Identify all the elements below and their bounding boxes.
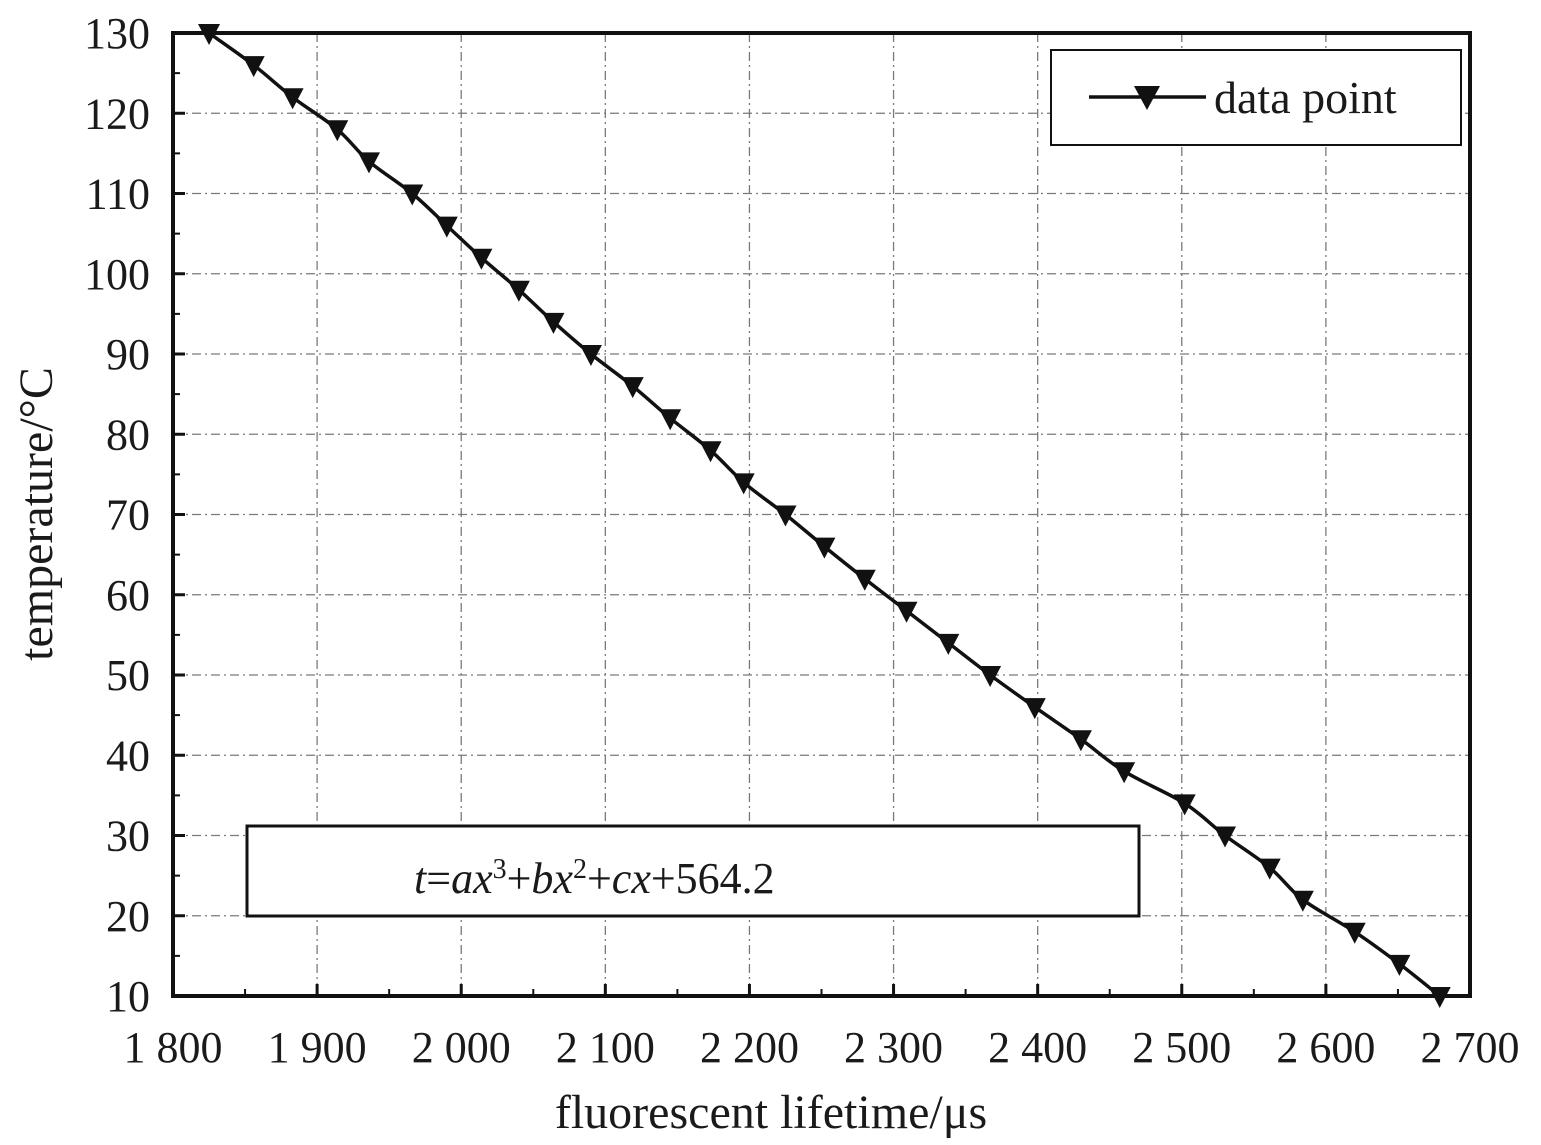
series-layer [198,24,1451,1008]
x-tick-label: 1 900 [268,1023,367,1072]
ticks [171,31,1472,998]
data-point-marker [774,505,797,527]
legend-marker [1134,86,1160,110]
x-tick-label: 1 800 [124,1023,223,1072]
x-tick-label: 2 100 [556,1023,655,1072]
data-point-marker [507,280,530,302]
x-tick-label: 2 600 [1276,1023,1375,1072]
data-point-marker [542,312,565,334]
legend: data point [1050,49,1462,146]
y-tick-label: 110 [86,170,150,219]
data-point-marker [242,56,265,78]
data-point-marker [1291,890,1314,912]
data-point-marker [1214,826,1237,848]
x-tick-label: 2 700 [1421,1023,1520,1072]
x-tick-label: 2 300 [844,1023,943,1072]
data-point-marker [326,120,349,142]
x-tick-label: 2 400 [988,1023,1087,1072]
data-point-marker [1388,954,1411,976]
data-point-marker [579,345,602,366]
data-point-marker [435,216,458,238]
equation-box [245,824,1141,918]
data-point-marker [1023,698,1046,720]
y-tick-label: 50 [106,651,150,700]
y-tick-label: 40 [106,731,150,780]
y-tick-label: 20 [106,892,150,941]
data-point-marker [979,666,1002,687]
tick-labels: 1 800 1 900 2 000 2 100 2 200 2 300 2 400 2 500… [84,9,1520,1072]
equation-text: t=ax3+bx2+cx+564.2 [414,854,775,904]
y-tick-label: 70 [106,491,150,540]
data-point-marker [1258,858,1281,880]
data-point-marker [732,473,755,495]
y-tick-label: 30 [106,812,150,861]
data-point-marker [401,184,424,206]
y-tick-label: 90 [106,330,150,379]
data-point-marker [281,88,304,110]
y-tick-label: 10 [106,972,150,1021]
data-point-marker [1343,922,1366,944]
data-point-marker [699,441,722,463]
grid [173,33,1470,996]
data-point-marker [621,377,644,399]
data-point-marker [853,569,876,591]
x-axis-title: fluorescent lifetime/μs [555,1086,987,1139]
y-tick-label: 80 [106,410,150,459]
data-point-marker [1173,794,1196,816]
data-point-marker [895,601,918,623]
x-tick-label: 2 000 [412,1023,511,1072]
data-point-marker [470,248,493,270]
y-axis-title: temperature/°C [10,367,63,661]
data-point-marker [1113,762,1136,784]
equation-annotation: t=ax3+bx2+cx+564.2 [245,824,1141,918]
x-tick-label: 2 200 [700,1023,799,1072]
data-point-marker [1069,730,1092,752]
y-tick-label: 60 [106,571,150,620]
x-tick-label: 2 500 [1132,1023,1231,1072]
data-point-marker [813,537,836,559]
data-point-marker [357,152,380,174]
y-tick-label: 100 [84,250,150,299]
y-tick-label: 120 [84,89,150,138]
legend-label: data point [1214,72,1397,123]
data-point-marker [659,409,682,431]
data-point-marker [937,633,960,655]
y-tick-label: 130 [84,9,150,58]
